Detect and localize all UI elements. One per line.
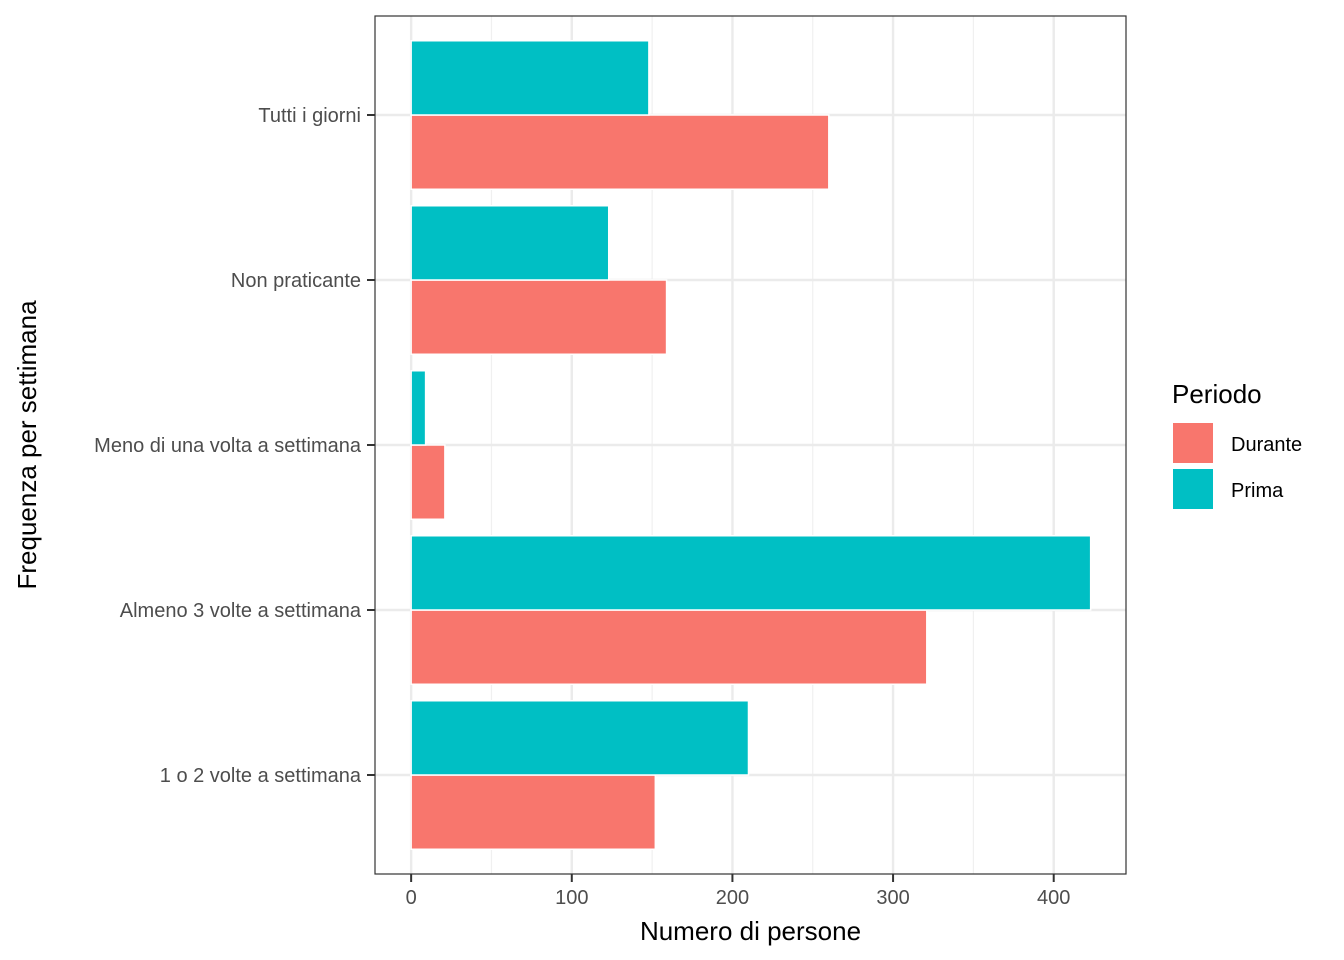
y-tick-label: Meno di una volta a settimana: [94, 435, 362, 457]
x-tick-label: 200: [716, 887, 749, 909]
bar-prima: [410, 205, 610, 281]
bar-durante: [410, 609, 928, 685]
x-tick-label: 100: [555, 887, 588, 909]
bar-prima: [410, 535, 1092, 611]
y-tick-label: Almeno 3 volte a settimana: [120, 600, 362, 622]
y-tick-label: 1 o 2 volte a settimana: [160, 765, 362, 787]
bars-group: [410, 40, 1092, 850]
bar-prima: [410, 700, 750, 776]
x-axis-title: Numero di persone: [640, 916, 861, 946]
y-axis: 1 o 2 volte a settimana Almeno 3 volte a …: [94, 105, 375, 787]
legend-key-durante: [1173, 423, 1213, 463]
bar-prima: [410, 40, 650, 116]
bar-durante: [410, 279, 668, 355]
y-axis-title: Frequenza per settimana: [12, 300, 42, 590]
legend-key-prima: [1173, 469, 1213, 509]
legend: Periodo Durante Prima: [1172, 379, 1302, 509]
bar-durante: [410, 444, 446, 520]
x-tick-label: 0: [406, 887, 417, 909]
legend-title: Periodo: [1172, 379, 1262, 409]
y-tick-label: Non praticante: [231, 270, 361, 292]
x-tick-label: 400: [1037, 887, 1070, 909]
legend-label-durante: Durante: [1231, 434, 1302, 456]
bar-durante: [410, 114, 830, 190]
bar-prima: [410, 370, 427, 446]
y-tick-label: Tutti i giorni: [258, 105, 361, 127]
x-axis: 0 100 200 300 400: [406, 874, 1070, 909]
x-tick-label: 300: [876, 887, 909, 909]
legend-label-prima: Prima: [1231, 480, 1284, 502]
bar-durante: [410, 774, 657, 850]
